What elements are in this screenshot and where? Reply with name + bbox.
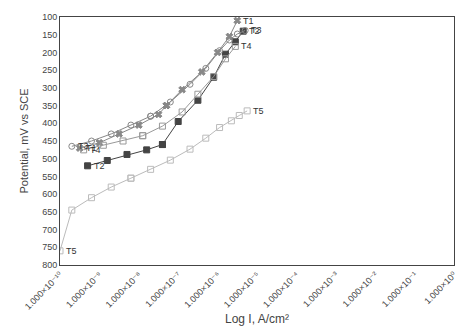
svg-text:1.000×10⁻⁵: 1.000×10⁻⁵ <box>222 270 262 310</box>
svg-text:1.000×10⁻²: 1.000×10⁻² <box>341 270 380 309</box>
svg-text:1.000×10⁻⁸: 1.000×10⁻⁸ <box>104 270 144 310</box>
svg-text:T1: T1 <box>86 143 97 153</box>
svg-text:700: 700 <box>42 225 57 235</box>
svg-text:T2: T2 <box>94 161 105 171</box>
svg-text:1.000×10⁻¹: 1.000×10⁻¹ <box>380 270 419 309</box>
svg-text:1.000×10⁰: 1.000×10⁰ <box>422 270 459 307</box>
svg-text:350: 350 <box>42 101 57 111</box>
svg-text:100: 100 <box>42 12 57 22</box>
svg-text:450: 450 <box>42 136 57 146</box>
svg-text:1.000×10⁻³: 1.000×10⁻³ <box>301 270 340 309</box>
svg-text:650: 650 <box>42 207 57 217</box>
svg-text:T4: T4 <box>90 145 101 155</box>
svg-text:1.000×10⁻⁷: 1.000×10⁻⁷ <box>143 270 182 309</box>
svg-text:1.000×10⁻⁹: 1.000×10⁻⁹ <box>64 270 104 310</box>
svg-text:T3: T3 <box>251 25 262 35</box>
svg-text:1.000×10⁻¹⁰: 1.000×10⁻¹⁰ <box>23 270 65 312</box>
svg-text:1.000×10⁻⁴: 1.000×10⁻⁴ <box>261 270 301 310</box>
svg-text:200: 200 <box>42 48 57 58</box>
svg-text:T5: T5 <box>66 246 77 256</box>
svg-text:500: 500 <box>42 154 57 164</box>
svg-text:T5: T5 <box>253 106 264 116</box>
svg-text:600: 600 <box>42 189 57 199</box>
svg-text:1.000×10⁻⁶: 1.000×10⁻⁶ <box>182 270 222 310</box>
svg-text:T1: T1 <box>243 16 254 26</box>
svg-text:T4: T4 <box>241 41 252 51</box>
svg-text:250: 250 <box>42 65 57 75</box>
svg-text:300: 300 <box>42 83 57 93</box>
svg-text:800: 800 <box>42 260 57 270</box>
svg-text:750: 750 <box>42 242 57 252</box>
svg-text:400: 400 <box>42 118 57 128</box>
svg-text:T3: T3 <box>78 141 89 151</box>
svg-text:T2: T2 <box>249 26 260 36</box>
svg-text:150: 150 <box>42 30 57 40</box>
svg-text:Log I, A/cm²: Log I, A/cm² <box>225 312 289 326</box>
svg-text:Potential, mV vs SCE: Potential, mV vs SCE <box>18 88 30 193</box>
svg-text:550: 550 <box>42 172 57 182</box>
